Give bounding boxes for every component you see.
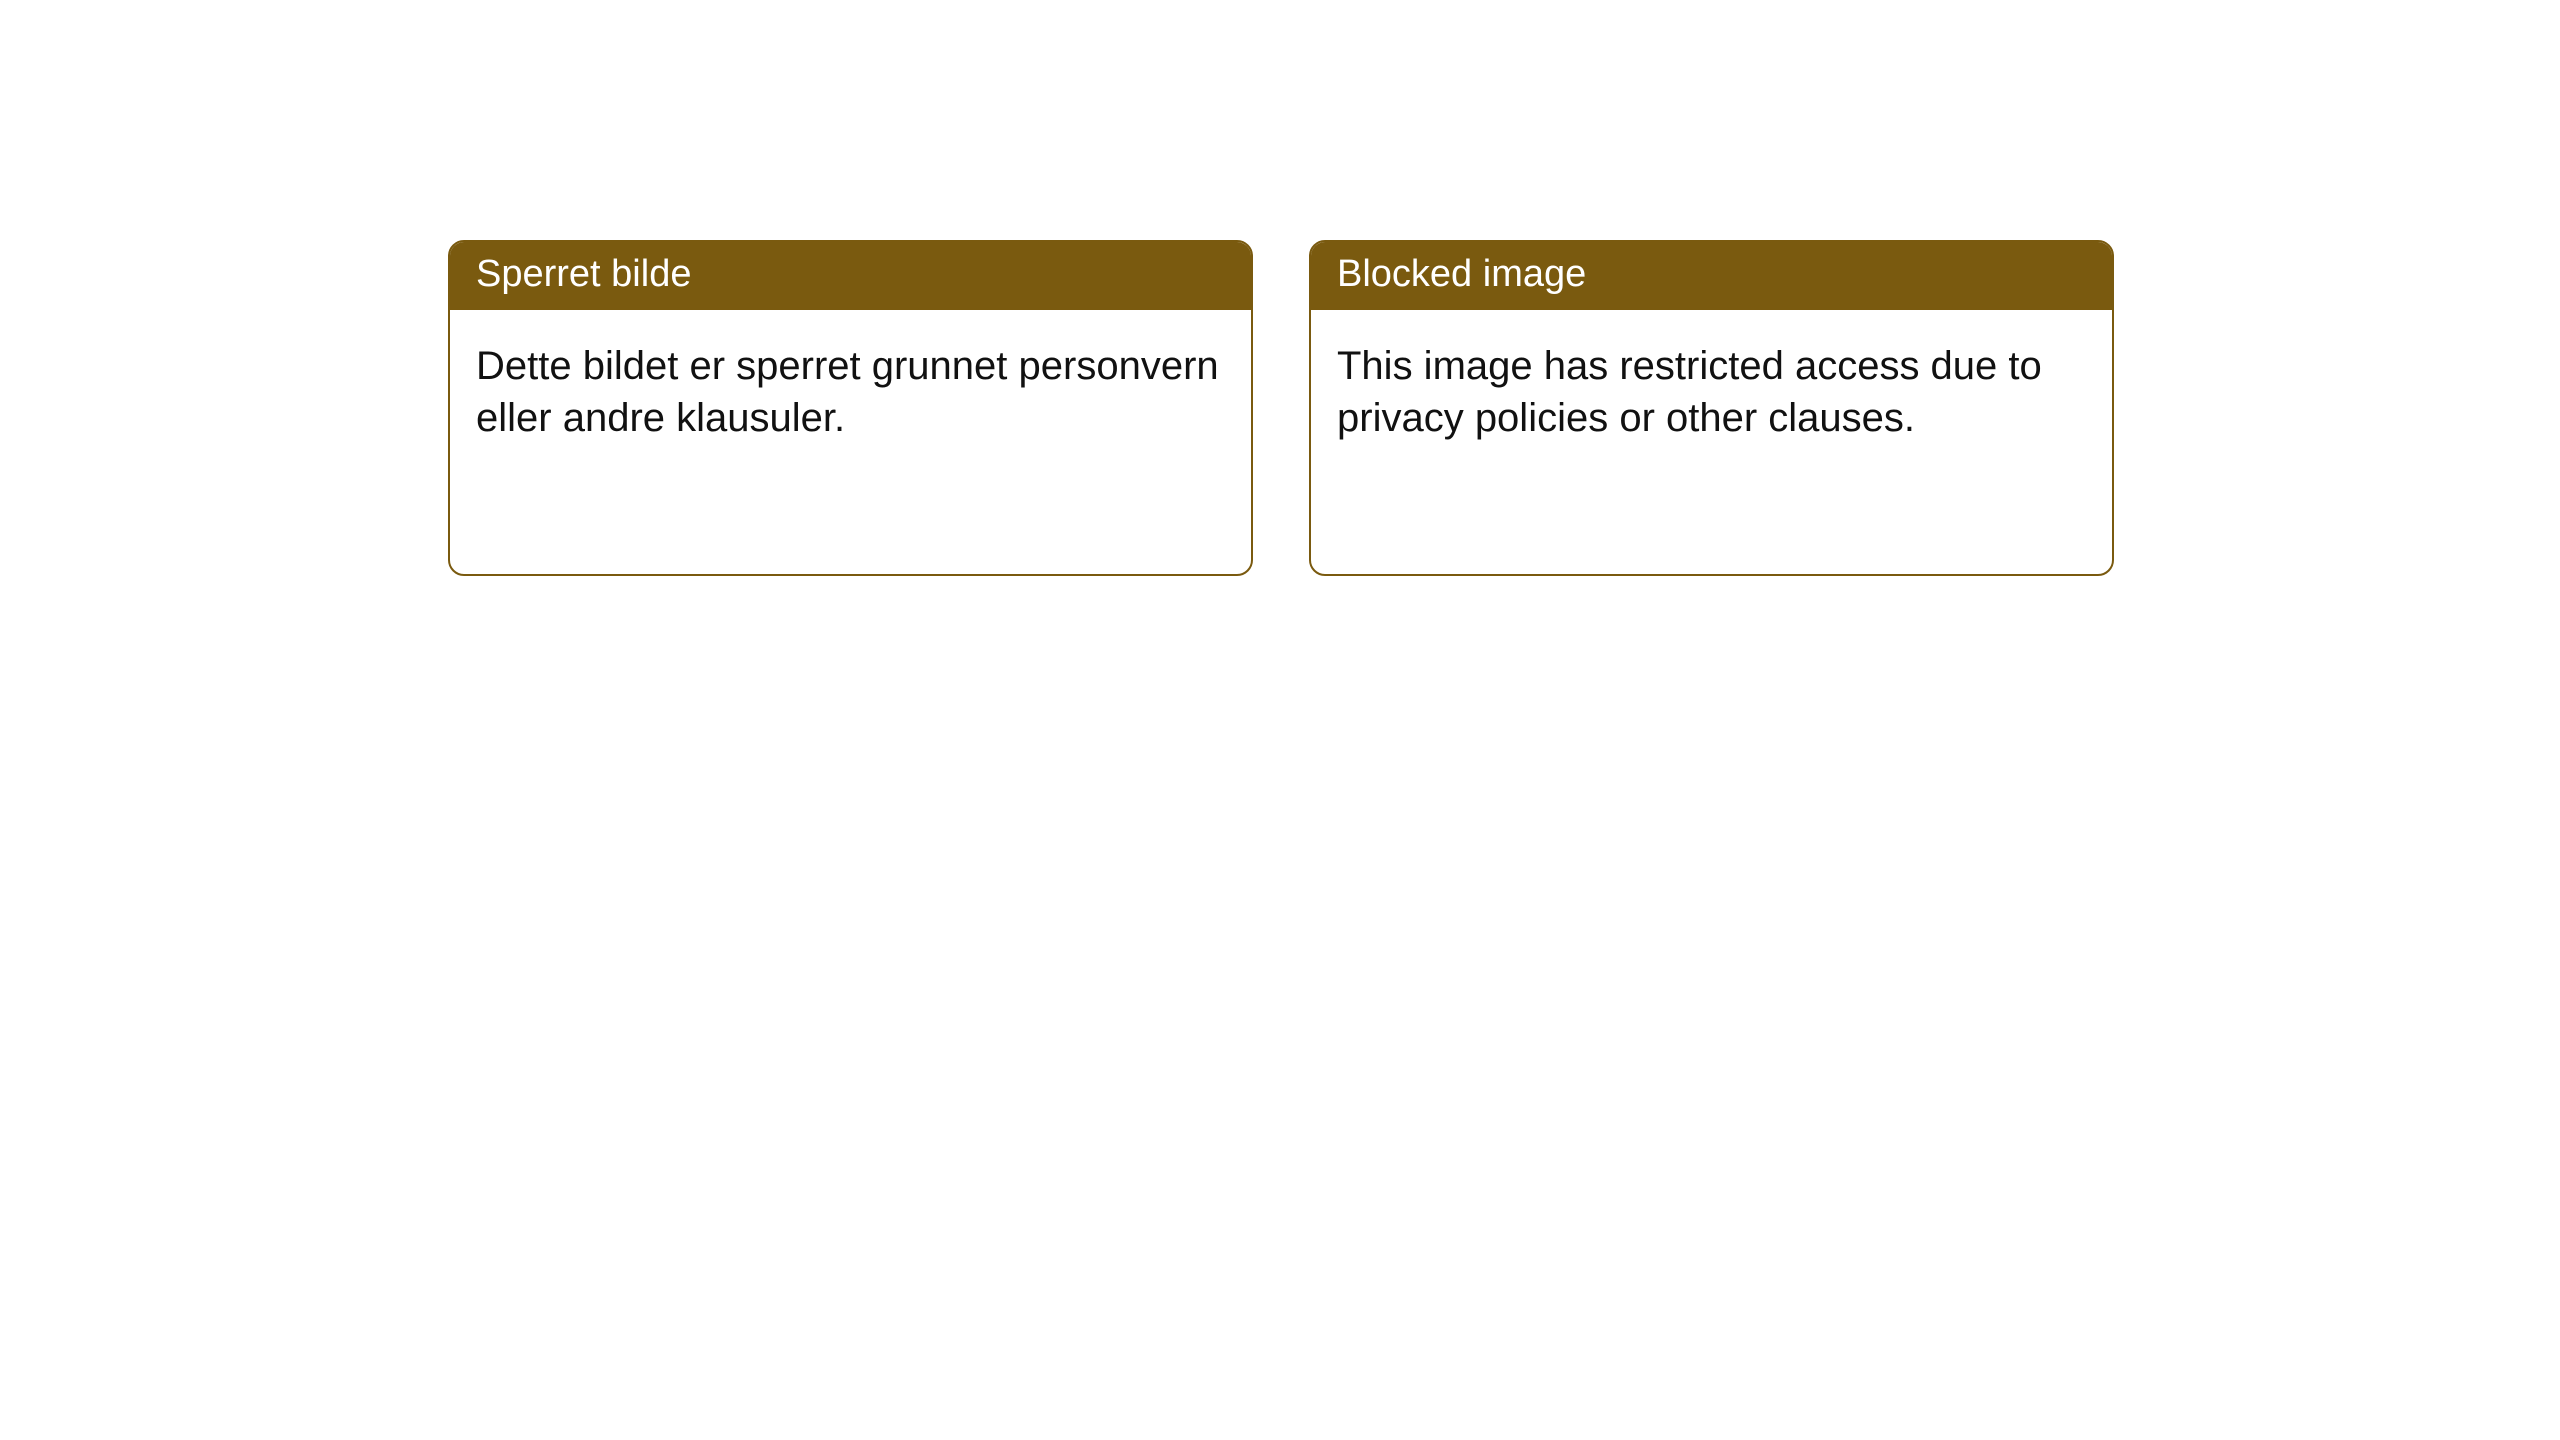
notice-card-container: Sperret bilde Dette bildet er sperret gr… (448, 240, 2114, 576)
card-header-en: Blocked image (1311, 242, 2112, 310)
card-body-en: This image has restricted access due to … (1311, 310, 2112, 472)
notice-card-en: Blocked image This image has restricted … (1309, 240, 2114, 576)
card-header-no: Sperret bilde (450, 242, 1251, 310)
card-body-no: Dette bildet er sperret grunnet personve… (450, 310, 1251, 472)
notice-card-no: Sperret bilde Dette bildet er sperret gr… (448, 240, 1253, 576)
